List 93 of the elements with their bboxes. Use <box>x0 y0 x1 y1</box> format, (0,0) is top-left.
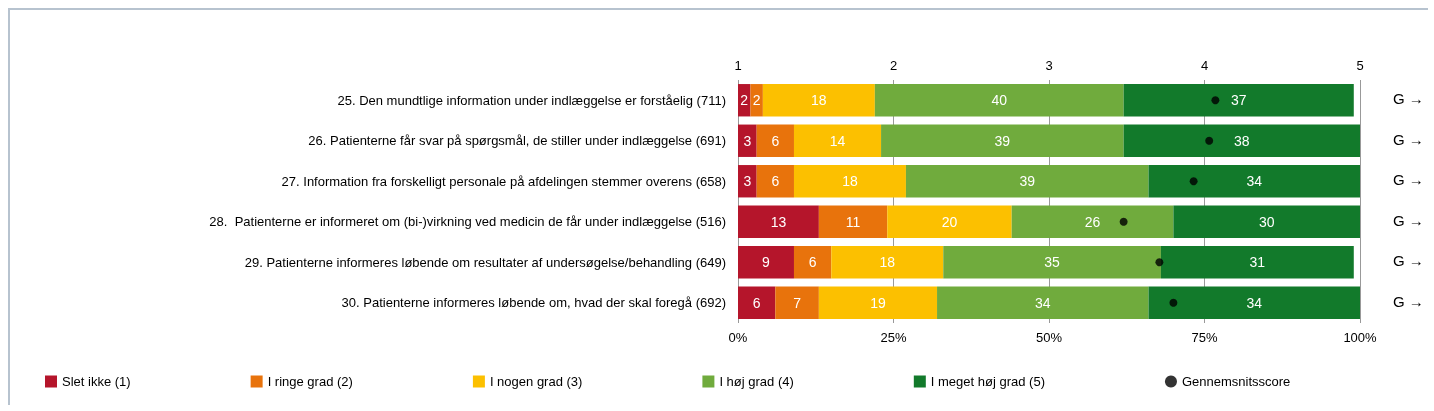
data-label: 3 <box>743 173 752 190</box>
bar <box>943 246 1161 279</box>
y-tick-label: 28. Patienterne er informeret om (bi-)virkning ved medicin de får under indlæggelse (516) <box>209 214 726 230</box>
data-label: 2 <box>752 92 761 109</box>
data-label: 35 <box>1044 254 1061 271</box>
data-label: 2 <box>740 92 749 109</box>
x-tick-label: 50% <box>1035 330 1063 345</box>
data-label: 6 <box>808 254 817 271</box>
text: G → <box>1393 171 1424 189</box>
bar <box>750 84 763 117</box>
data-label: 30 <box>1258 213 1275 230</box>
bar <box>762 84 875 117</box>
bar <box>1123 124 1360 157</box>
x2-tick-label: 2 <box>889 58 898 73</box>
x2-tick-label: 3 <box>1045 58 1053 73</box>
data-label: 11 <box>845 213 861 230</box>
point <box>1189 177 1198 186</box>
x-tick-label: 100% <box>1343 330 1378 345</box>
bar <box>905 165 1149 198</box>
text: G → <box>1393 211 1424 229</box>
bar <box>831 246 944 279</box>
data-label: 18 <box>879 254 896 271</box>
bar <box>793 246 832 279</box>
bar <box>738 124 757 157</box>
legend-label: I ringe grad (2) <box>267 374 353 389</box>
bar <box>756 124 794 157</box>
data-label: 6 <box>752 294 761 311</box>
data-label: 13 <box>770 213 787 230</box>
bar <box>1011 205 1174 238</box>
bar <box>1173 205 1360 238</box>
data-label: 38 <box>1234 132 1250 149</box>
bar <box>1148 165 1360 198</box>
x2-tick-label: 5 <box>1356 58 1364 73</box>
data-label: 18 <box>842 173 858 190</box>
data-label: 39 <box>1019 173 1036 190</box>
legend-label: I meget høj grad (5) <box>930 374 1045 389</box>
data-label: 34 <box>1246 173 1263 190</box>
bar <box>793 165 906 198</box>
bar <box>756 165 794 198</box>
data-label: 20 <box>941 213 958 230</box>
y-tick-label: 29. Patienterne informeres løbende om resultater af undersøgelse/behandling (649) <box>244 254 726 270</box>
x2-tick-label: 4 <box>1200 58 1209 73</box>
data-label: 40 <box>991 92 1008 109</box>
data-label: 19 <box>870 294 886 311</box>
bar <box>1160 246 1354 279</box>
point <box>1211 96 1220 105</box>
data-label: 3 <box>743 132 752 149</box>
bar <box>1148 286 1360 319</box>
point <box>1155 258 1164 267</box>
data-label: 6 <box>771 132 780 149</box>
bar <box>738 246 794 279</box>
bar <box>738 165 757 198</box>
x-tick-label: 0% <box>728 330 748 345</box>
data-label: 7 <box>793 294 802 311</box>
point <box>1205 136 1214 145</box>
legend-label: I nogen grad (3) <box>489 374 583 389</box>
text: G → <box>1393 90 1424 108</box>
bar <box>874 84 1124 117</box>
bar <box>793 124 882 157</box>
x-tick-label: 25% <box>880 330 907 345</box>
x-tick-label: 75% <box>1191 330 1218 345</box>
point <box>1119 217 1128 226</box>
y-tick-label: 25. Den mundtlige information under indlæggelse er forståelig (711) <box>337 92 726 108</box>
data-label: 14 <box>829 132 846 149</box>
y-tick-label: 27. Information fra forskelligt personale på afdelingen stemmer overens (658) <box>281 173 726 189</box>
bar <box>775 286 819 319</box>
bar <box>738 205 819 238</box>
data-label: 18 <box>811 92 827 109</box>
data-label: 37 <box>1230 92 1247 109</box>
legend-label: Gennemsnitsscore <box>1181 374 1291 389</box>
data-label: 26 <box>1084 213 1101 230</box>
bar <box>937 286 1149 319</box>
y-tick-label: 30. Patienterne informeres løbende om, hvad der skal foregå (692) <box>341 295 726 311</box>
bar <box>818 205 888 238</box>
bar <box>738 286 776 319</box>
text: G → <box>1393 252 1424 270</box>
point <box>1169 298 1178 307</box>
bar <box>887 205 1012 238</box>
y-tick-label: 26. Patienterne får svar på spørgsmål, de stiller under indlæggelse (691) <box>308 133 726 149</box>
data-label: 39 <box>994 132 1011 149</box>
data-label: 6 <box>771 173 780 190</box>
bar <box>818 286 938 319</box>
legend-label: Slet ikke (1) <box>62 374 131 389</box>
text: G → <box>1393 130 1424 148</box>
data-label: 9 <box>762 254 771 271</box>
text: G → <box>1393 292 1424 310</box>
data-label: 34 <box>1034 294 1051 311</box>
bar <box>1123 84 1354 117</box>
data-label: 31 <box>1249 254 1266 271</box>
bar <box>881 124 1124 157</box>
data-label: 34 <box>1246 294 1263 311</box>
legend-label: I høj grad (4) <box>719 374 794 389</box>
x2-tick-label: 1 <box>734 58 742 73</box>
